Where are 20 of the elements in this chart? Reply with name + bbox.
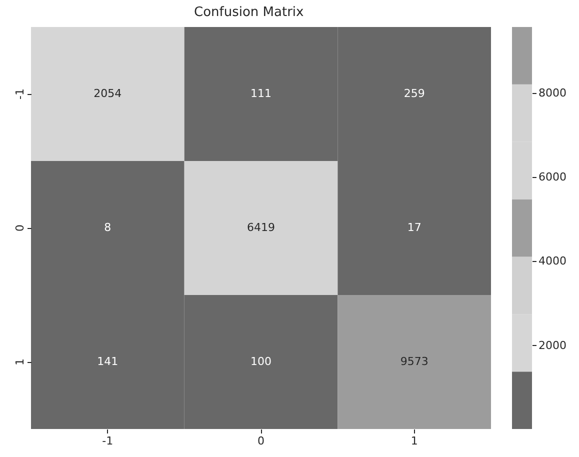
data-label: 2054 xyxy=(94,87,122,100)
color-bar-label: 6000 xyxy=(538,170,566,184)
y-tick-label: 1 xyxy=(14,358,26,366)
data-label: 100 xyxy=(250,355,272,368)
y-tick-label: 0 xyxy=(14,224,26,232)
color-bar-label: 4000 xyxy=(538,254,566,268)
color-bar-label: 8000 xyxy=(538,86,566,100)
data-label: 111 xyxy=(250,87,272,100)
chart-title: Confusion Matrix xyxy=(194,5,304,20)
data-label: 17 xyxy=(407,221,422,234)
data-label: 6419 xyxy=(247,221,275,234)
x-tick-label: -1 xyxy=(102,434,114,448)
color-bar-label: 2000 xyxy=(538,338,566,352)
data-label: 8 xyxy=(104,221,112,234)
y-tick-label: -1 xyxy=(14,88,26,100)
data-label: 259 xyxy=(404,87,425,100)
x-tick-label: 1 xyxy=(410,434,418,448)
x-tick-label: 0 xyxy=(258,434,264,448)
data-label: 141 xyxy=(97,355,118,368)
data-label: 9573 xyxy=(400,355,428,368)
